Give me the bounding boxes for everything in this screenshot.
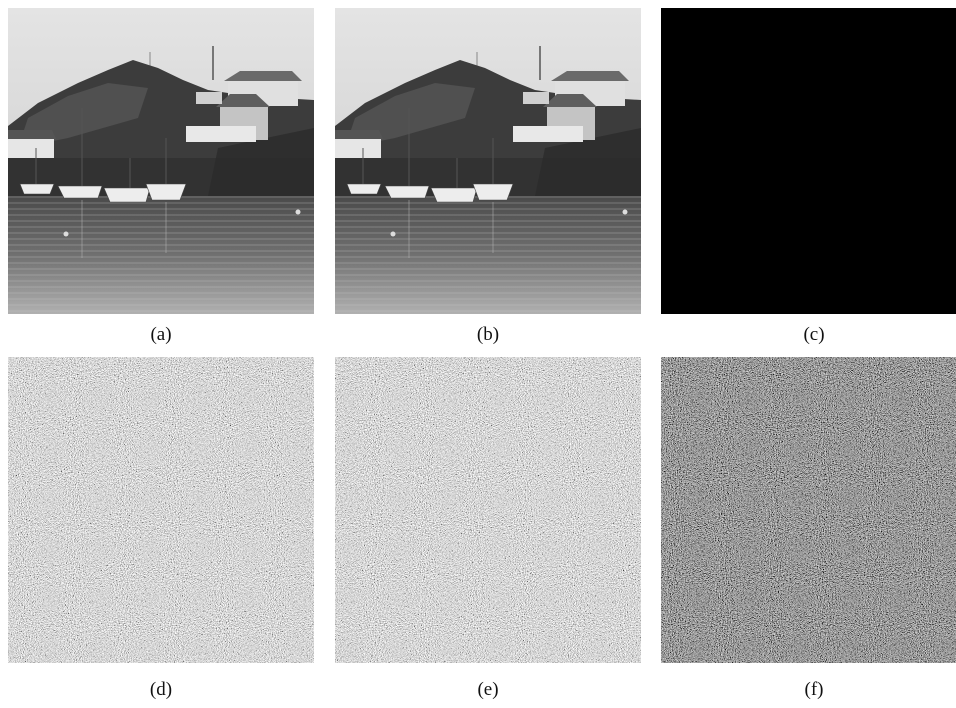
panel-f: (f) <box>661 357 956 700</box>
decrypted-image <box>335 8 641 314</box>
panel-label: (e) <box>477 679 498 700</box>
figure: (a) (b) (c) (d) (e) (f) <box>0 0 956 703</box>
panel-d: (d) <box>8 357 314 700</box>
panel-b: (b) <box>335 8 641 345</box>
plain-image <box>8 8 314 314</box>
noise-image <box>8 357 314 663</box>
panel-label: (c) <box>803 324 824 345</box>
panel-e: (e) <box>335 357 641 700</box>
difference-image <box>661 8 956 314</box>
panel-label: (b) <box>477 324 499 345</box>
panel-c: (c) <box>661 8 956 345</box>
panel-a: (a) <box>8 8 314 345</box>
noise-image <box>335 357 641 663</box>
panel-label: (d) <box>150 679 172 700</box>
panel-label: (f) <box>805 679 824 700</box>
panel-label: (a) <box>150 324 171 345</box>
noise-image <box>661 357 956 663</box>
